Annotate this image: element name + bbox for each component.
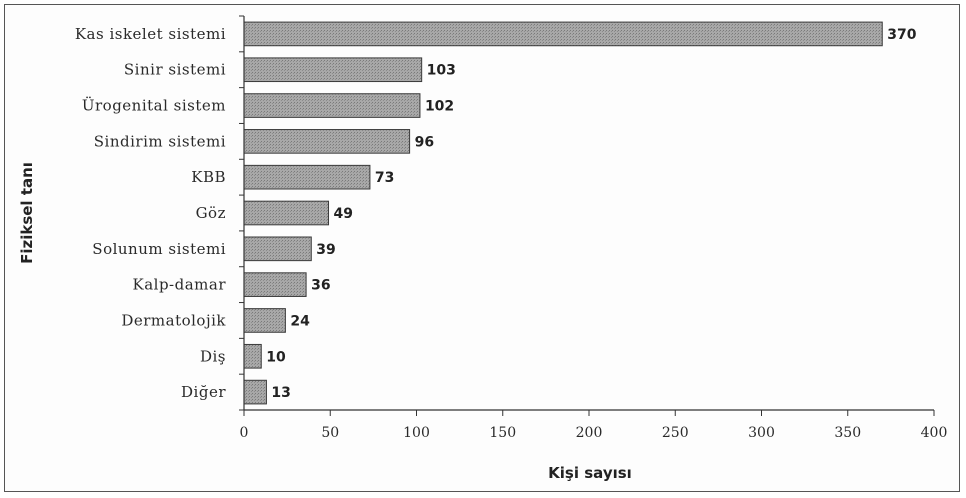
x-tick-label: 200 [576, 425, 603, 441]
value-label: 103 [427, 63, 456, 79]
bar [243, 57, 423, 83]
value-label: 39 [316, 242, 335, 258]
bar [243, 343, 262, 369]
bar [243, 308, 286, 333]
bar [243, 379, 267, 405]
x-axis-label: Kişi sayısı [548, 464, 632, 482]
bar [243, 129, 411, 154]
value-label: 24 [290, 313, 310, 329]
x-tick-label: 50 [321, 425, 339, 441]
value-label: 96 [415, 134, 434, 150]
category-label: Ürogenital sistem [82, 97, 226, 115]
category-label: Göz [196, 204, 226, 222]
bar [243, 200, 330, 226]
value-label: 370 [887, 27, 916, 43]
x-tick-label: 250 [662, 425, 689, 441]
category-label: Kas iskelet sistemi [75, 25, 226, 43]
category-label: Sinir sistemi [124, 61, 226, 79]
x-tick-label: 400 [921, 425, 948, 441]
value-label: 49 [334, 206, 353, 222]
value-label: 102 [425, 99, 454, 115]
category-label: Diğer [181, 383, 226, 401]
bar [243, 93, 421, 118]
x-tick-label: 150 [489, 425, 516, 441]
x-tick-label: 100 [403, 425, 430, 441]
x-tick-label: 350 [834, 425, 861, 441]
category-label: Diş [200, 347, 226, 365]
chart-frame [4, 4, 960, 492]
category-label: Solunum sistemi [92, 240, 226, 258]
category-label: Dermatolojik [121, 311, 226, 329]
value-label: 13 [271, 385, 290, 401]
bar [243, 272, 307, 297]
category-label: Sindirim sistemi [94, 132, 226, 150]
value-label: 36 [311, 278, 330, 294]
bar [243, 236, 312, 262]
bars-group: 370 103 102 96 73 49 39 36 24 10 13 [243, 21, 917, 405]
axes-group: Kas iskelet sistemi Sinir sistemi Ürogenit… [75, 15, 948, 441]
y-axis-label: Fiziksel tanı [18, 162, 36, 264]
x-tick-label: 300 [748, 425, 775, 441]
x-tick-label: 0 [240, 425, 249, 441]
bar [243, 164, 371, 190]
category-label: KBB [191, 168, 226, 186]
value-label: 73 [375, 170, 394, 186]
value-label: 10 [266, 349, 286, 365]
bar [243, 21, 883, 47]
category-label: Kalp-damar [133, 276, 227, 294]
